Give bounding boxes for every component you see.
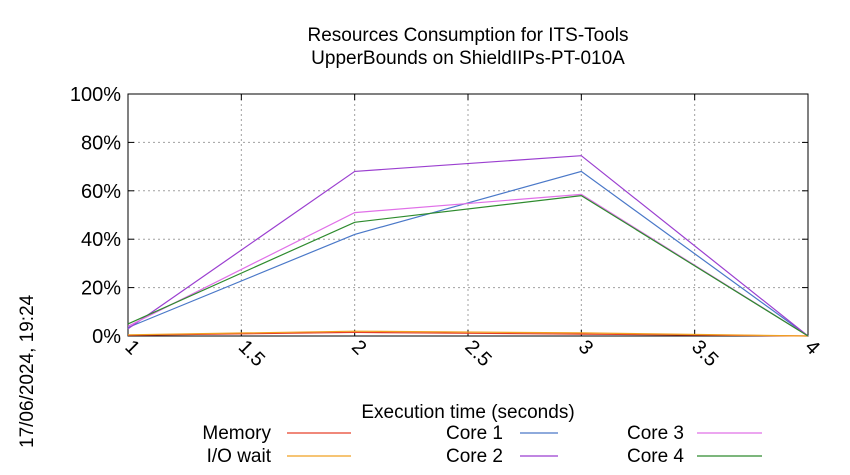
x-tick-label: 1 — [120, 336, 143, 359]
y-tick-label: 100% — [70, 84, 121, 106]
x-tick-label: 2 — [347, 336, 370, 359]
x-ticks: 1 1.5 2 2.5 3 3.5 4 — [120, 94, 824, 371]
series-line-core-4 — [127, 194, 809, 337]
x-axis-label: Execution time (seconds) — [361, 402, 574, 423]
legend-label: Core 2 — [446, 446, 503, 467]
x-tick-label: 4 — [800, 336, 823, 359]
legend-label: I/O wait — [207, 446, 272, 467]
y-tick-label: 0% — [92, 326, 121, 348]
y-tick-label: 40% — [81, 229, 121, 251]
legend-label: Core 1 — [446, 423, 503, 444]
x-tick-label: 2.5 — [460, 336, 495, 371]
grid — [128, 94, 808, 336]
x-tick-label: 1.5 — [234, 336, 269, 371]
series-line-core-2 — [127, 155, 809, 337]
y-tick-label: 20% — [81, 278, 121, 300]
y-tick-label: 80% — [81, 132, 121, 154]
x-tick-label: 3 — [574, 336, 597, 359]
timestamp: 17/06/2024, 19:24 — [17, 294, 38, 448]
chart-title: Resources Consumption for ITS-Tools — [307, 25, 628, 46]
series-line-i-o-wait — [127, 330, 809, 337]
y-ticks: 0% 20% 40% 60% 80% 100% — [70, 84, 808, 348]
legend-label: Core 3 — [627, 423, 684, 444]
legend-label: Core 4 — [627, 446, 684, 467]
legend-label: Memory — [202, 423, 271, 444]
x-tick-label: 3.5 — [687, 336, 722, 371]
series-lines — [127, 155, 809, 337]
series-line-core-1 — [127, 170, 809, 337]
chart-subtitle: UpperBounds on ShieldIIPs-PT-010A — [311, 48, 625, 69]
y-tick-label: 60% — [81, 181, 121, 203]
